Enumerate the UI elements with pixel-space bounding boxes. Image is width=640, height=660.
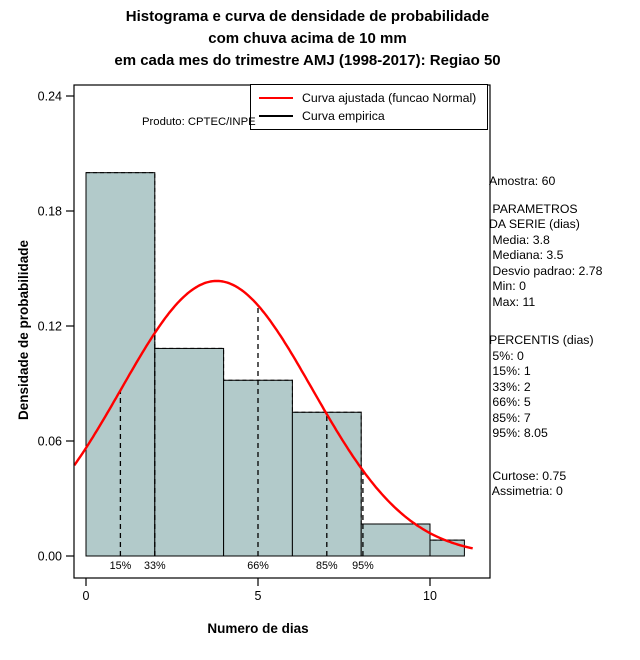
percentile-label: 33% [144,560,166,572]
stat-line: 95%: 8.05 [489,426,548,440]
stats-panel: Amostra: 60 PARAMETROS DA SERIE (dias) Me… [489,174,602,500]
stat-line: PERCENTIS (dias) [489,333,594,347]
stat-line: 66%: 5 [489,395,531,409]
stats-group: PARAMETROS DA SERIE (dias) Media: 3.8 Med… [489,202,602,311]
percentile-label: 66% [247,560,269,572]
y-tick-label: 0.00 [38,550,62,564]
percentile-label: 85% [316,560,338,572]
stat-line: Min: 0 [489,279,526,293]
chart-title-line2: com chuva acima de 10 mm [208,30,407,47]
stat-line: 85%: 7 [489,410,531,425]
y-axis-label: Densidade de probabilidade [16,239,31,421]
stats-group: Amostra: 60 [489,174,602,190]
fitted-normal-curve [73,279,473,550]
percentile-label: 15% [110,560,132,572]
stat-line: Amostra: 60 [489,174,556,188]
chart-title-line1: Histograma e curva de densidade de proba… [125,8,490,25]
y-tick-label: 0.18 [38,205,62,219]
percentile-label: 95% [352,560,374,572]
histogram-bar [154,347,225,557]
x-axis-label: Numero de dias [207,621,309,636]
histogram-bar [223,379,293,557]
stat-line: DA SERIE (dias) [489,217,580,231]
histogram-bar [429,539,465,557]
legend-label: Curva ajustada (funcao Normal) [302,91,477,105]
x-tick-label: 10 [423,589,437,603]
y-tick-label: 0.06 [38,435,62,449]
stats-group: Curtose: 0.75 Assimetria: 0 [489,469,602,500]
stat-line: Assimetria: 0 [489,484,563,498]
y-tick-label: 0.24 [38,90,62,104]
histogram-bar [360,523,431,557]
empirical-curve [86,172,465,541]
chart-title-line3: em cada mes do trimestre AMJ (1998-2017)… [114,52,501,69]
stat-line: Desvio padrao: 2.78 [489,263,603,278]
stat-line: Max: 11 [489,294,536,309]
product-note: Produto: CPTEC/INPE [142,116,256,128]
fitted-curve-line-icon [259,97,293,99]
stat-line: 5%: 0 [489,348,524,363]
y-tick-label: 0.12 [38,320,62,334]
stat-line: 33%: 2 [489,379,531,394]
x-tick-label: 0 [83,589,90,603]
legend-item-empirical-curve: Curva empirica [259,107,479,125]
stat-line: Curtose: 0.75 [489,468,567,483]
legend-label: Curva empirica [302,109,385,123]
stat-line: PARAMETROS [489,201,578,216]
stat-line: 15%: 1 [489,364,531,378]
stats-group: PERCENTIS (dias) 5%: 0 15%: 1 33%: 2 66%… [489,333,602,442]
stat-line: Mediana: 3.5 [489,248,564,262]
stat-line: Media: 3.8 [489,232,550,247]
empirical-curve-line-icon [259,115,293,117]
chart-legend: Curva ajustada (funcao Normal) Curva emp… [250,84,488,130]
chart-title: Histograma e curva de densidade de proba… [0,6,615,72]
x-tick-label: 5 [255,589,262,603]
legend-item-fitted-curve: Curva ajustada (funcao Normal) [259,89,479,107]
